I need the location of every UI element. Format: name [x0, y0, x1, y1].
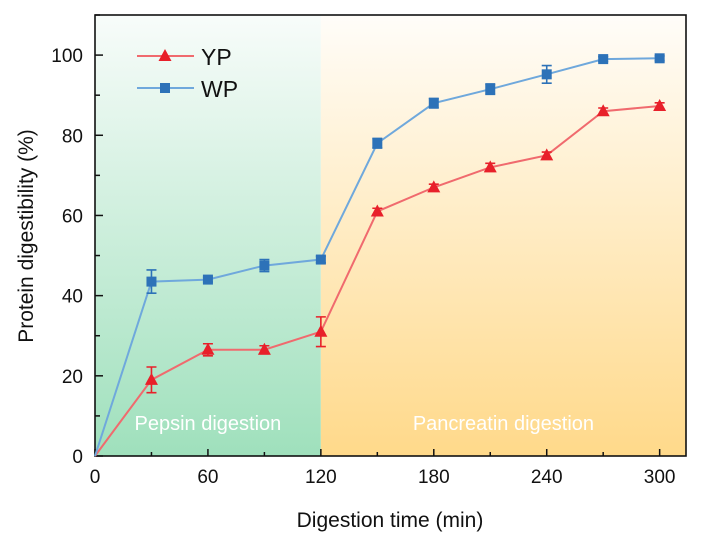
data-point — [201, 342, 215, 355]
x-tick-label: 300 — [644, 467, 676, 488]
data-point — [259, 260, 270, 271]
legend: YP WP — [137, 44, 238, 102]
y-axis-label: Protein digestibility (%) — [15, 129, 38, 343]
data-point — [428, 98, 439, 109]
data-point — [653, 99, 667, 112]
data-point — [315, 254, 326, 265]
series-yp — [94, 99, 667, 457]
x-axis-label: Digestion time (min) — [297, 509, 484, 532]
y-tick-label: 40 — [62, 287, 83, 308]
legend-marker — [158, 49, 172, 61]
legend-label: YP — [201, 44, 232, 70]
x-tick-label: 60 — [197, 467, 218, 488]
data-point — [598, 54, 609, 65]
x-tick-label: 240 — [531, 467, 563, 488]
y-tick-label: 80 — [62, 126, 83, 147]
region-label: Pancreatin digestion — [413, 413, 594, 435]
y-tick-label: 20 — [62, 367, 83, 388]
data-point — [596, 104, 610, 117]
y-tick-label: 60 — [62, 206, 83, 227]
region-label: Pepsin digestion — [135, 413, 282, 435]
data-point — [540, 148, 554, 161]
data-point — [257, 342, 271, 355]
data-point — [202, 274, 213, 285]
legend-marker — [160, 83, 170, 93]
data-point — [654, 53, 665, 64]
data-point — [146, 276, 157, 287]
data-point — [372, 138, 383, 149]
region-0 — [95, 15, 321, 456]
x-tick-label: 120 — [305, 467, 337, 488]
data-point — [485, 84, 496, 95]
x-tick-label: 180 — [418, 467, 450, 488]
data-point — [144, 372, 158, 385]
data-point — [541, 69, 552, 80]
y-tick-label: 0 — [72, 447, 83, 468]
data-point — [427, 180, 441, 193]
legend-label: WP — [201, 76, 238, 102]
series-wp — [94, 53, 665, 457]
region-1 — [320, 15, 686, 456]
y-tick-label: 100 — [51, 46, 83, 67]
x-tick-label: 0 — [90, 467, 101, 488]
data-point — [314, 324, 328, 337]
data-point — [483, 160, 497, 173]
data-point — [370, 204, 384, 217]
plot-frame — [94, 14, 687, 457]
